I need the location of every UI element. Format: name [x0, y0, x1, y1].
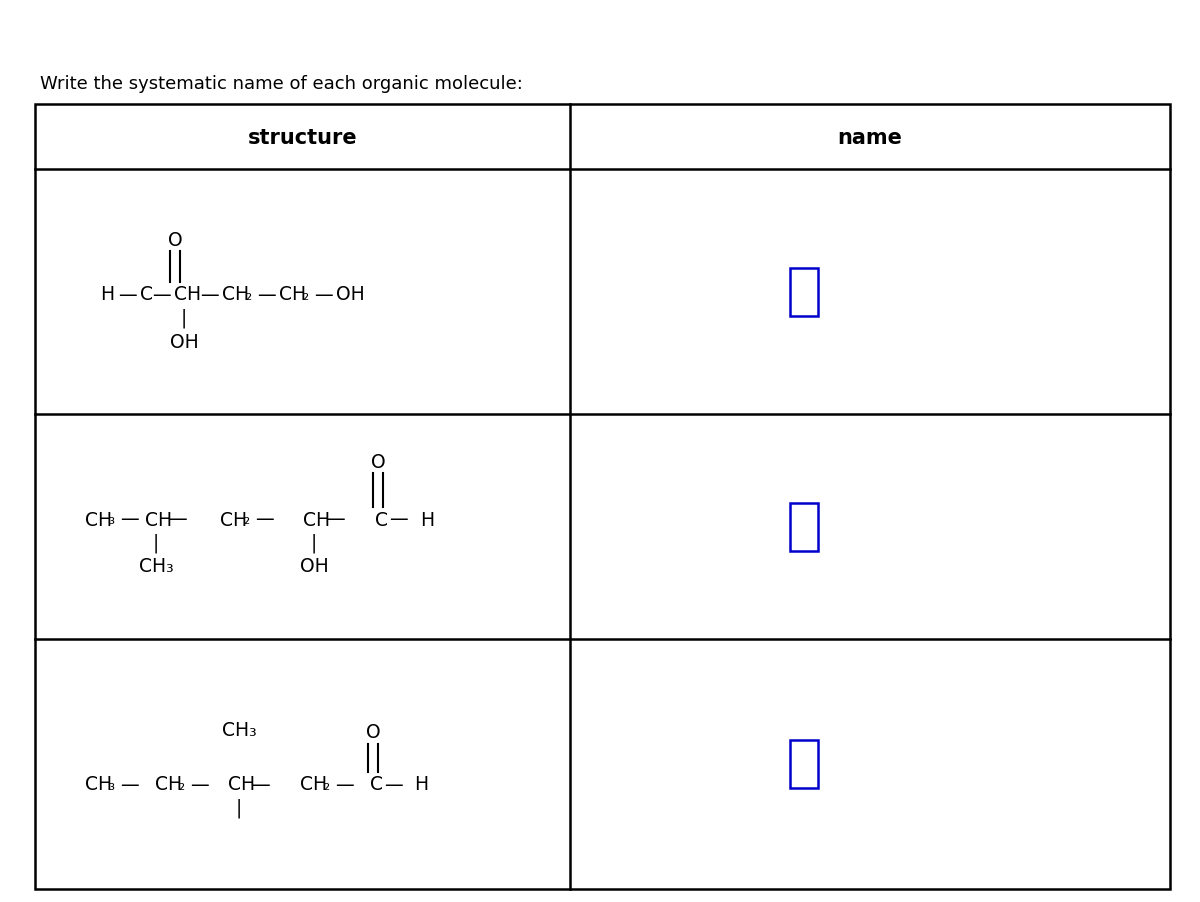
Text: CH: CH	[302, 510, 330, 529]
Text: ₂: ₂	[302, 287, 308, 302]
Text: —: —	[120, 510, 139, 529]
Text: CH: CH	[220, 510, 247, 529]
Text: —: —	[120, 775, 139, 794]
Text: |: |	[152, 533, 160, 552]
Text: OH: OH	[300, 557, 329, 575]
Text: H: H	[100, 285, 114, 304]
Text: ₂: ₂	[245, 287, 251, 302]
Text: C: C	[140, 285, 154, 304]
Text: ₃: ₃	[108, 512, 114, 527]
Text: —: —	[190, 775, 209, 794]
Text: —: —	[257, 285, 276, 304]
Text: —: —	[326, 510, 344, 529]
Text: CH: CH	[174, 285, 202, 304]
Text: ₂: ₂	[178, 777, 184, 792]
Text: —: —	[314, 285, 332, 304]
Text: CH₃: CH₃	[222, 720, 257, 739]
Text: CH: CH	[228, 775, 256, 794]
Bar	[790, 741, 818, 788]
Bar	[790, 268, 818, 316]
Text: O: O	[168, 230, 182, 249]
Text: ₂: ₂	[242, 512, 250, 527]
Text: CH: CH	[85, 775, 112, 794]
Text: CH: CH	[222, 285, 250, 304]
Text: |: |	[311, 533, 317, 552]
Text: —: —	[389, 510, 408, 529]
Text: CH: CH	[278, 285, 306, 304]
Text: O: O	[371, 452, 385, 471]
Text: OH: OH	[336, 285, 365, 304]
Text: |: |	[236, 797, 242, 817]
Text: Write the systematic name of each organic molecule:: Write the systematic name of each organi…	[40, 75, 523, 93]
Text: C: C	[374, 510, 388, 529]
Text: CH₃: CH₃	[139, 557, 173, 575]
Bar	[35, 105, 1170, 889]
Text: —: —	[256, 510, 274, 529]
Text: |: |	[181, 308, 187, 327]
Text: —: —	[118, 285, 137, 304]
Text: ₃: ₃	[108, 777, 114, 792]
Text: CH: CH	[300, 775, 328, 794]
Text: H: H	[414, 775, 428, 794]
Text: CH: CH	[155, 775, 182, 794]
Text: —: —	[152, 285, 170, 304]
Text: CH: CH	[145, 510, 172, 529]
Bar	[790, 503, 818, 551]
Text: ₂: ₂	[323, 777, 329, 792]
Text: —: —	[168, 510, 187, 529]
Text: C: C	[370, 775, 383, 794]
Text: CH: CH	[85, 510, 112, 529]
Text: —: —	[384, 775, 403, 794]
Text: OH: OH	[169, 332, 198, 351]
Text: —: —	[335, 775, 354, 794]
Text: structure: structure	[247, 127, 358, 147]
Text: H: H	[420, 510, 434, 529]
Text: —: —	[251, 775, 270, 794]
Text: —: —	[200, 285, 218, 304]
Text: name: name	[838, 127, 902, 147]
Text: O: O	[366, 723, 380, 741]
